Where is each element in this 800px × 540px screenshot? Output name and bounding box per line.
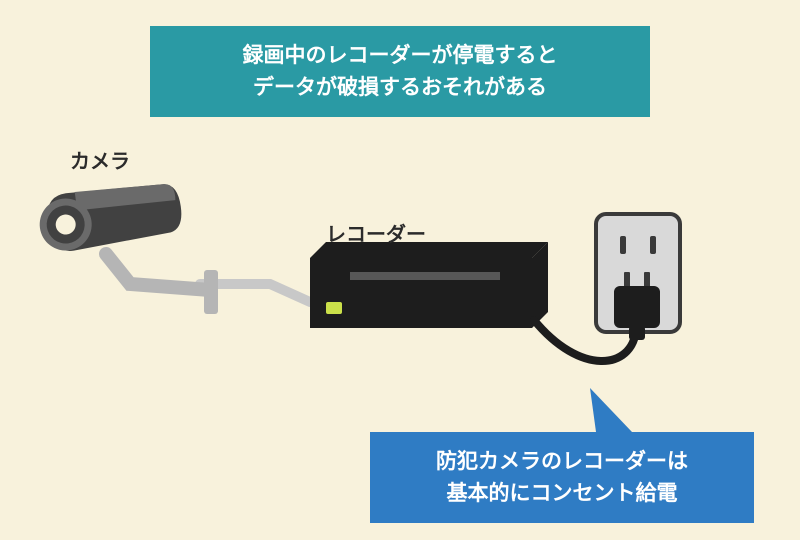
wall-outlet-icon (596, 214, 680, 332)
power-cord (534, 320, 636, 361)
warning-banner: 録画中のレコーダーが停電すると データが破損するおそれがある (150, 26, 650, 117)
cable-camera-to-recorder (200, 284, 310, 302)
diagram-canvas: 録画中のレコーダーが停電すると データが破損するおそれがある カメラ レコーダー… (0, 0, 800, 540)
power-plug-icon (614, 272, 660, 340)
callout-tail (590, 388, 632, 432)
warning-line-2: データが破損するおそれがある (253, 76, 547, 99)
callout-banner: 防犯カメラのレコーダーは 基本的にコンセント給電 (370, 432, 754, 523)
recorder-label: レコーダー (326, 218, 426, 247)
camera-icon (36, 178, 184, 254)
warning-line-1: 録画中のレコーダーが停電すると (243, 44, 558, 67)
camera-mount-arm (106, 254, 218, 314)
recorder-icon (310, 242, 548, 328)
callout-line-1: 防犯カメラのレコーダーは (436, 450, 688, 473)
camera-label: カメラ (70, 145, 130, 174)
callout-line-2: 基本的にコンセント給電 (447, 482, 678, 505)
